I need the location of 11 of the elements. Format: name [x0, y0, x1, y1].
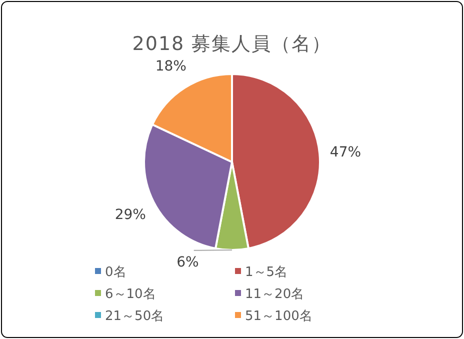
- legend-label: 21～50名: [105, 309, 164, 324]
- data-label: 47%: [330, 144, 362, 160]
- data-label: 29%: [114, 206, 146, 223]
- legend-label: 11～20名: [245, 287, 304, 302]
- legend-label: 6～10名: [105, 287, 156, 302]
- legend-label: 51～100名: [245, 309, 312, 324]
- chart-title: 2018 募集人員（名）: [132, 33, 332, 55]
- legend-label: 1～5名: [245, 265, 288, 280]
- legend-label: 0名: [105, 265, 126, 280]
- data-label: 6%: [176, 254, 199, 271]
- data-label: 18%: [155, 58, 186, 75]
